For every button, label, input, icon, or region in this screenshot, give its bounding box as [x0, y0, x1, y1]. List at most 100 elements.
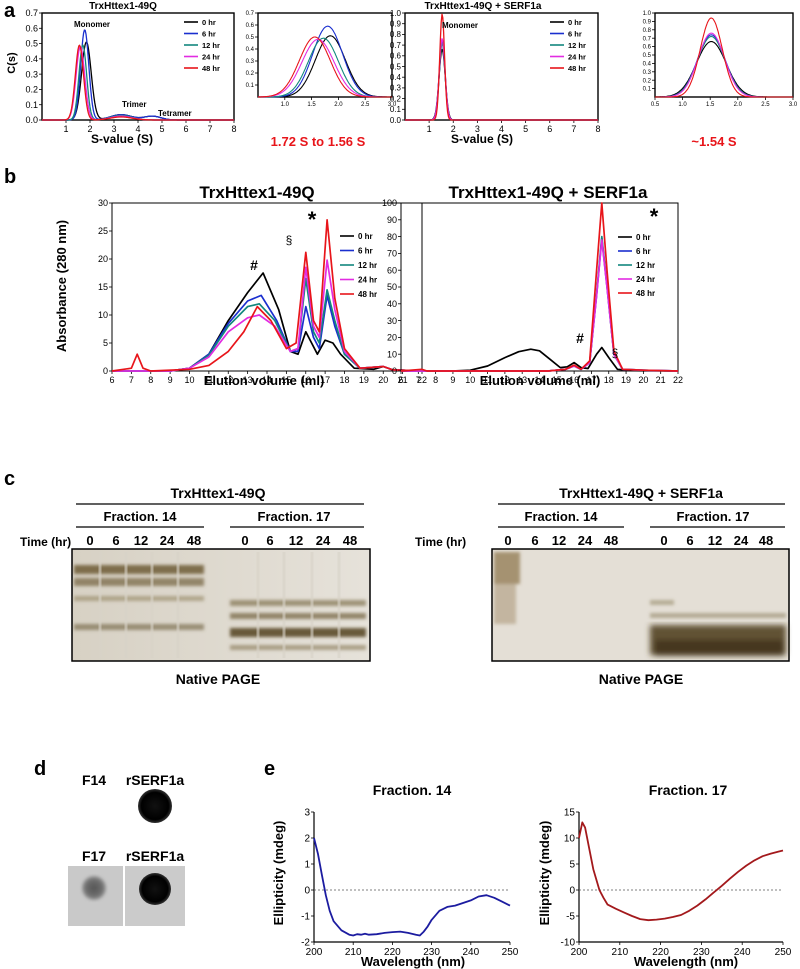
a-left-inset-series-line-6-hr — [258, 25, 392, 98]
a-left-inset-xtick-label: 3.0 — [388, 102, 397, 108]
a-right-inset-series-line-24-hr — [655, 32, 793, 98]
a-right-xtick-label: 7 — [571, 124, 576, 134]
annotation-trimer: Trimer — [122, 100, 146, 109]
panel-label-c: c — [4, 468, 15, 490]
a-left-ytick-label: 0.3 — [25, 69, 38, 79]
a-left-xtick-label: 5 — [159, 124, 164, 134]
a-right-inset-series-line-12-hr — [655, 35, 793, 98]
b-left-xtick-label: 19 — [359, 375, 369, 385]
chart-a-right-inset: 0.5 1.0 1.5 2.0 2.5 3.0 0.1 0.2 0.3 0.4 0.5 0.6 0.7 0… — [643, 11, 798, 149]
annotation-monomer-right: Monomer — [442, 21, 478, 30]
gel-right-fraction-17: Fraction. 17 — [677, 509, 750, 524]
dot-blot-label-f17: F17 — [82, 848, 106, 864]
b-right-xtick-label: 6 — [398, 375, 403, 385]
b-left-xtick-label: 14 — [262, 375, 272, 385]
a-right-inset-series-line-6-hr — [655, 34, 793, 98]
chart-b-right-title: TrxHttex1-49Q + SERF1a — [449, 183, 648, 202]
gel-right-lane-label: 48 — [759, 533, 773, 548]
a-right-legend-label: 48 hr — [568, 64, 586, 73]
e-left-xtick-label: 230 — [423, 947, 440, 958]
e-left-ytick-label: 3 — [304, 808, 310, 819]
gel-left-lane-label: 0 — [86, 533, 93, 548]
a-right-inset-ytick-label: 1.0 — [643, 11, 652, 17]
b-left-xtick-label: 8 — [148, 375, 153, 385]
b-right-ytick-label: 20 — [387, 333, 397, 343]
gel-right-lane-label: 12 — [708, 533, 722, 548]
b-right-xtick-label: 19 — [621, 375, 631, 385]
a-right-inset-ytick-label: 0.8 — [643, 28, 652, 34]
b-right-xtick-label: 12 — [500, 375, 510, 385]
a-right-inset-xtick-label: 0.5 — [651, 102, 660, 108]
chart-b-left-xlabel: Elution volume (ml) — [204, 373, 325, 388]
chart-a-left-inset-caption: 1.72 S to 1.56 S — [271, 134, 366, 149]
a-right-ytick-label: 0.0 — [390, 116, 402, 125]
b-right-ytick-label: 50 — [387, 282, 397, 292]
a-right-ytick-label: 0.8 — [390, 30, 402, 39]
e-right-frame — [579, 812, 783, 942]
a-left-inset-xtick-label: 2.5 — [361, 102, 370, 108]
mark-hash-left: # — [250, 257, 258, 273]
e-left-series-line-cd — [313, 837, 511, 937]
chart-e-left-title: Fraction. 14 — [373, 782, 452, 798]
a-right-legend-label: 6 hr — [568, 30, 582, 39]
chart-a-right: TrxHttex1-49Q + SERF1a 1 2 3 4 5 6 7 8 0.0 0.1 0.2… — [390, 1, 601, 146]
gel-left-lane-label: 12 — [134, 533, 148, 548]
a-left-inset-ytick-label: 0.2 — [246, 71, 255, 77]
a-left-inset-ytick-label: 0.3 — [246, 59, 255, 65]
b-right-legend-label: 0 hr — [636, 233, 651, 242]
a-right-xtick-label: 5 — [523, 124, 528, 134]
b-left-ytick-label: 30 — [98, 198, 108, 208]
chart-a-left-xlabel: S-value (S) — [91, 132, 153, 146]
a-right-inset-xtick-label: 2.0 — [734, 102, 743, 108]
b-right-xtick-label: 22 — [673, 375, 683, 385]
a-right-ytick-label: 0.7 — [390, 41, 402, 50]
chart-a-right-inset-caption: ~1.54 S — [691, 134, 737, 149]
b-right-ytick-label: 60 — [387, 265, 397, 275]
a-left-ytick-label: 0.6 — [25, 23, 38, 33]
b-right-ytick-label: 70 — [387, 249, 397, 259]
chart-e-right: Fraction. 17 200 210 220 230 240 250 -10 -5 0 5 10… — [537, 782, 792, 969]
dot-blot-label-rserf1a-bottom: rSERF1a — [126, 848, 185, 864]
b-right-xtick-label: 18 — [604, 375, 614, 385]
chart-b-left: TrxHttex1-49Q 6 7 8 9 10 11 12 13 14 15 16 17 18 19 20… — [54, 183, 427, 388]
e-left-xtick-label: 210 — [345, 947, 362, 958]
b-right-legend-label: 48 hr — [636, 289, 655, 298]
a-right-ytick-label: 0.6 — [390, 52, 402, 61]
chart-a-right-title: TrxHttex1-49Q + SERF1a — [425, 1, 542, 12]
b-left-xtick-label: 11 — [204, 375, 213, 385]
panel-label-d: d — [34, 758, 46, 780]
a-right-inset-xtick-label: 2.5 — [761, 102, 770, 108]
chart-e-left: Fraction. 14 200 210 220 230 240 250-2-10123 … — [271, 782, 519, 969]
a-left-series-line-48-hr — [42, 44, 234, 121]
gel-left-lane-label: 24 — [160, 533, 175, 548]
chart-b-left-title: TrxHttex1-49Q — [199, 183, 314, 202]
b-right-ytick-label: 10 — [387, 349, 397, 359]
e-left-ytick-label: -1 — [301, 912, 310, 923]
a-right-inset-series-line-0-hr — [654, 41, 793, 98]
b-right-xtick-label: 15 — [552, 375, 562, 385]
b-left-legend-label: 12 hr — [358, 261, 377, 270]
a-left-legend-label: 6 hr — [202, 30, 216, 39]
e-left-ytick-label: 0 — [304, 886, 310, 897]
e-right-xtick-label: 240 — [734, 947, 751, 958]
b-left-ytick-label: 0 — [103, 366, 108, 376]
b-left-xtick-label: 7 — [129, 375, 134, 385]
mark-section-left: § — [286, 233, 293, 247]
b-right-xtick-label: 17 — [586, 375, 596, 385]
b-left-xtick-label: 22 — [417, 375, 427, 385]
gel-left-lane-label: 48 — [343, 533, 357, 548]
e-left-xtick-label: 220 — [384, 947, 401, 958]
chart-b-right: TrxHttex1-49Q + SERF1a 6 7 8 9 10 11 12 13 14 15 1… — [382, 183, 683, 388]
e-left-ytick-label: -2 — [301, 938, 310, 949]
b-left-xtick-label: 9 — [168, 375, 173, 385]
dot-blot-label-f14: F14 — [82, 772, 106, 788]
gel-right-lane-label: 24 — [734, 533, 749, 548]
a-right-inset-xtick-label: 1.5 — [706, 102, 715, 108]
mark-hash-right: # — [576, 330, 584, 346]
b-right-xtick-label: 13 — [517, 375, 527, 385]
b-right-legend-label: 12 hr — [636, 261, 655, 270]
e-left-xtick-label: 240 — [462, 947, 479, 958]
a-right-xtick-label: 2 — [451, 124, 456, 134]
a-right-inset-ytick-label: 0.4 — [643, 62, 652, 68]
chart-e-right-title: Fraction. 17 — [649, 782, 728, 798]
